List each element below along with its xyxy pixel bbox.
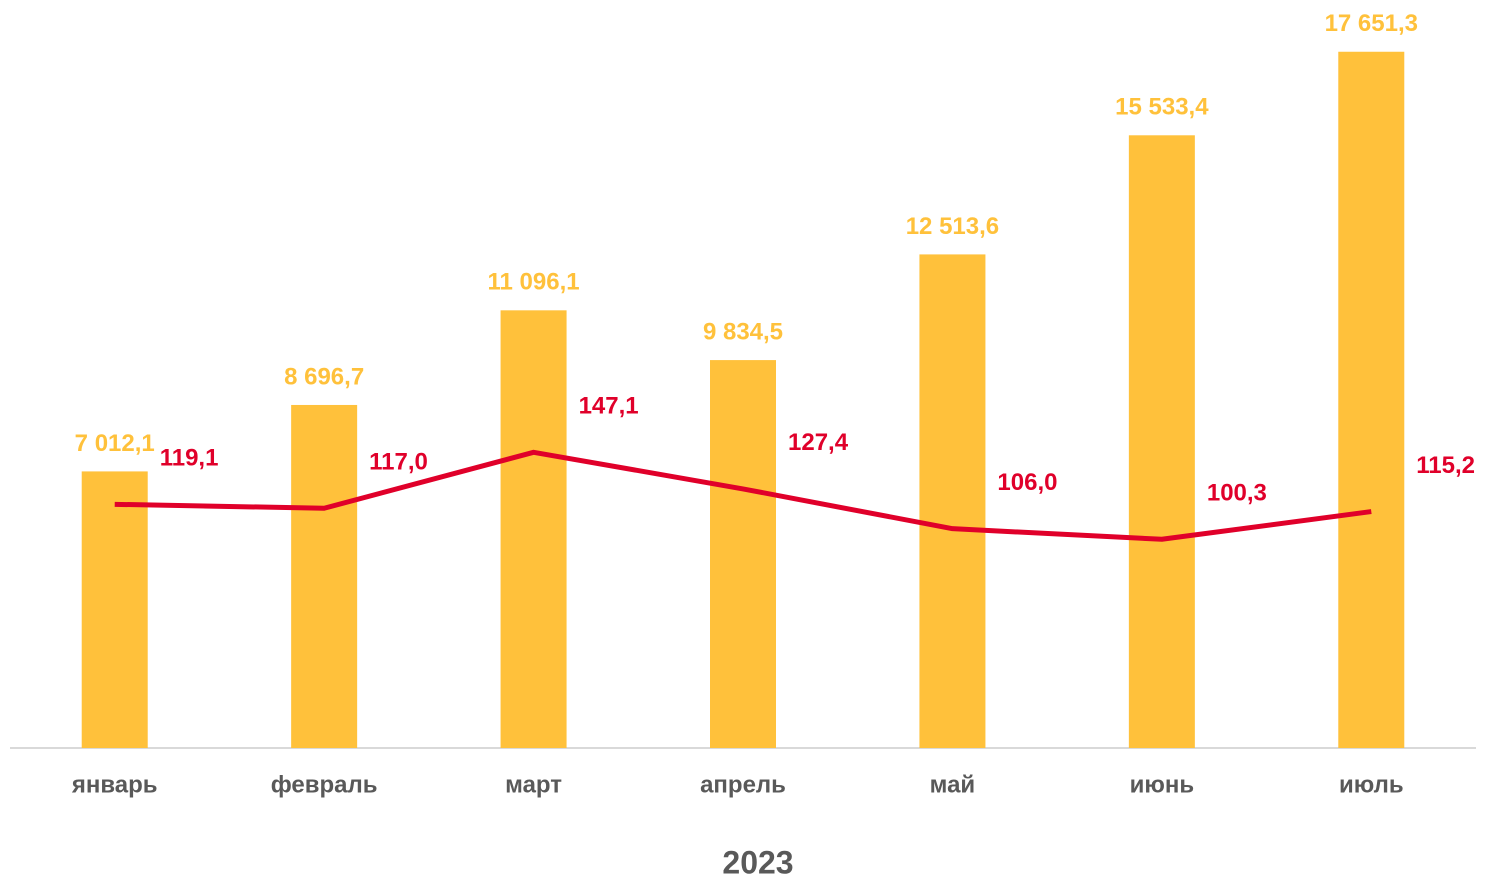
x-tick-label: май <box>930 771 976 798</box>
x-tick-label: июль <box>1339 771 1404 798</box>
x-tick-label: апрель <box>700 771 786 798</box>
line-value-label: 127,4 <box>788 429 849 456</box>
bar-value-label: 17 651,3 <box>1325 10 1418 37</box>
bar <box>710 360 776 748</box>
bar <box>1128 135 1195 748</box>
x-axis-label: 2023 <box>722 844 793 880</box>
bar <box>919 254 986 748</box>
bar <box>1338 51 1405 749</box>
x-tick-label: январь <box>71 771 158 798</box>
bar-value-label: 9 834,5 <box>703 318 783 345</box>
bar-value-label: 8 696,7 <box>284 363 364 390</box>
bar <box>500 310 567 748</box>
bar <box>81 471 148 748</box>
line-value-label: 115,2 <box>1416 452 1475 479</box>
line-value-label: 106,0 <box>997 469 1057 496</box>
x-tick-label: февраль <box>271 771 378 798</box>
bar-value-label: 7 012,1 <box>75 430 155 457</box>
bar-value-label: 15 533,4 <box>1115 94 1209 121</box>
bar-value-label: 11 096,1 <box>488 269 580 296</box>
x-tick-label: июнь <box>1130 771 1195 798</box>
line-value-label: 147,1 <box>579 393 639 420</box>
line-value-label: 117,0 <box>369 449 428 476</box>
line-value-label: 119,1 <box>160 445 219 472</box>
bar-value-label: 12 513,6 <box>906 213 999 240</box>
line-value-label: 100,3 <box>1207 480 1267 507</box>
x-tick-label: март <box>505 771 562 798</box>
bar <box>291 404 358 748</box>
line <box>114 449 1372 542</box>
